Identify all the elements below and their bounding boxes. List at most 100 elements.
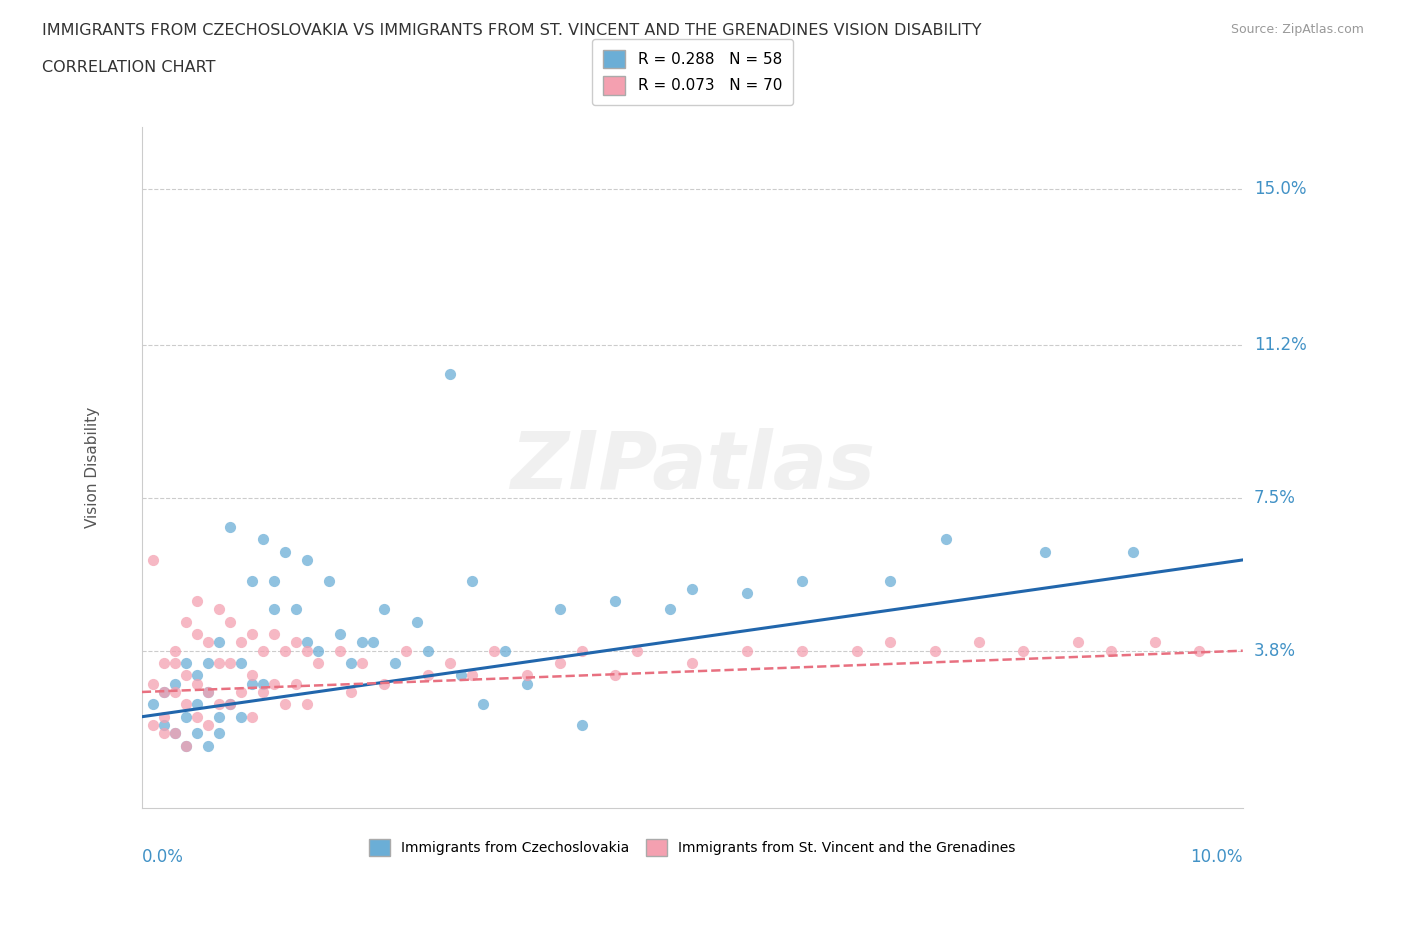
Point: [174, 738, 197, 753]
Point: [229, 710, 252, 724]
Point: [879, 635, 901, 650]
Point: [229, 684, 252, 699]
Point: [681, 581, 703, 596]
Point: [516, 668, 538, 683]
Point: [163, 676, 186, 691]
Point: [252, 644, 274, 658]
Point: [792, 644, 814, 658]
Point: [274, 544, 297, 559]
Point: [384, 656, 406, 671]
Text: 7.5%: 7.5%: [1254, 489, 1296, 507]
Point: [274, 644, 297, 658]
Point: [416, 668, 439, 683]
Point: [174, 615, 197, 630]
Point: [153, 656, 176, 671]
Legend: Immigrants from Czechoslovakia, Immigrants from St. Vincent and the Grenadines: Immigrants from Czechoslovakia, Immigran…: [364, 834, 1021, 862]
Point: [219, 656, 242, 671]
Point: [229, 656, 252, 671]
Point: [163, 725, 186, 740]
Point: [219, 615, 242, 630]
Point: [174, 697, 197, 711]
Point: [219, 697, 242, 711]
Text: 3.8%: 3.8%: [1254, 642, 1296, 659]
Point: [163, 644, 186, 658]
Text: IMMIGRANTS FROM CZECHOSLOVAKIA VS IMMIGRANTS FROM ST. VINCENT AND THE GRENADINES: IMMIGRANTS FROM CZECHOSLOVAKIA VS IMMIGR…: [42, 23, 981, 38]
Point: [274, 697, 297, 711]
Point: [186, 710, 208, 724]
Point: [263, 602, 285, 617]
Point: [285, 676, 308, 691]
Point: [439, 366, 461, 381]
Point: [659, 602, 682, 617]
Point: [681, 656, 703, 671]
Point: [153, 684, 176, 699]
Point: [571, 644, 593, 658]
Point: [307, 656, 329, 671]
Point: [219, 697, 242, 711]
Point: [186, 627, 208, 642]
Point: [263, 676, 285, 691]
Point: [186, 668, 208, 683]
Point: [350, 635, 373, 650]
Point: [967, 635, 990, 650]
Point: [240, 627, 263, 642]
Point: [416, 644, 439, 658]
Point: [318, 573, 340, 588]
Point: [208, 602, 231, 617]
Point: [924, 644, 946, 658]
Text: CORRELATION CHART: CORRELATION CHART: [42, 60, 215, 75]
Point: [240, 676, 263, 691]
Point: [626, 644, 648, 658]
Point: [548, 656, 571, 671]
Point: [1033, 544, 1056, 559]
Point: [461, 668, 484, 683]
Text: 10.0%: 10.0%: [1191, 848, 1243, 867]
Point: [208, 710, 231, 724]
Point: [197, 635, 219, 650]
Point: [229, 635, 252, 650]
Point: [263, 627, 285, 642]
Point: [350, 656, 373, 671]
Text: 0.0%: 0.0%: [142, 848, 184, 867]
Point: [295, 635, 318, 650]
Point: [240, 573, 263, 588]
Text: Source: ZipAtlas.com: Source: ZipAtlas.com: [1230, 23, 1364, 36]
Point: [605, 593, 627, 608]
Point: [208, 635, 231, 650]
Point: [142, 718, 165, 733]
Point: [340, 656, 363, 671]
Point: [208, 656, 231, 671]
Point: [197, 656, 219, 671]
Point: [186, 676, 208, 691]
Point: [285, 602, 308, 617]
Point: [153, 718, 176, 733]
Point: [361, 635, 384, 650]
Point: [1099, 644, 1122, 658]
Point: [142, 676, 165, 691]
Point: [174, 656, 197, 671]
Point: [548, 602, 571, 617]
Point: [186, 697, 208, 711]
Point: [197, 684, 219, 699]
Point: [252, 532, 274, 547]
Point: [295, 697, 318, 711]
Point: [1188, 644, 1211, 658]
Point: [197, 684, 219, 699]
Point: [792, 573, 814, 588]
Point: [295, 644, 318, 658]
Point: [285, 635, 308, 650]
Point: [153, 710, 176, 724]
Text: 15.0%: 15.0%: [1254, 179, 1306, 197]
Point: [174, 710, 197, 724]
Point: [163, 725, 186, 740]
Point: [240, 668, 263, 683]
Point: [153, 725, 176, 740]
Text: Vision Disability: Vision Disability: [84, 406, 100, 527]
Point: [142, 552, 165, 567]
Point: [1011, 644, 1033, 658]
Point: [263, 573, 285, 588]
Point: [252, 684, 274, 699]
Point: [219, 520, 242, 535]
Point: [1143, 635, 1166, 650]
Point: [197, 718, 219, 733]
